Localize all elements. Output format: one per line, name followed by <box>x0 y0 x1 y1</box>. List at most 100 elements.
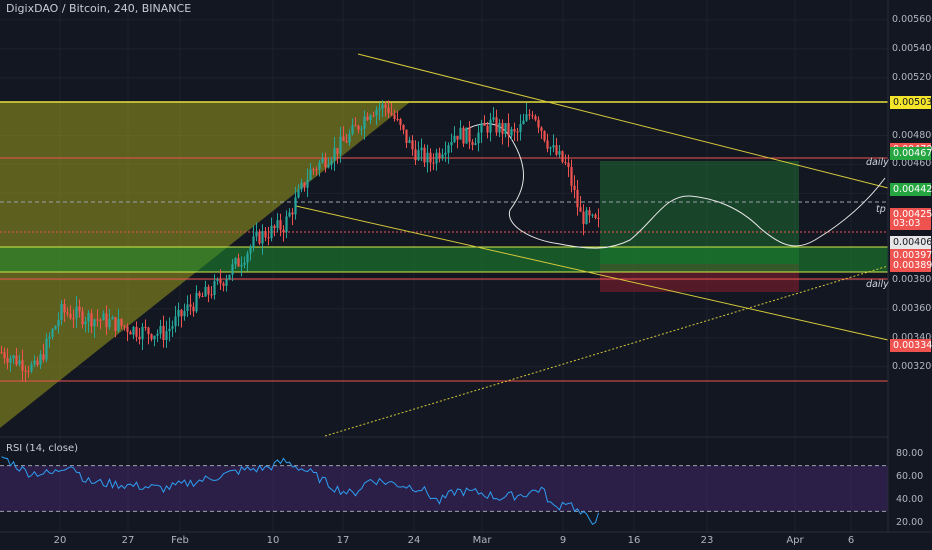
candle-body <box>462 127 465 144</box>
candle-body <box>210 294 213 296</box>
annotation-tp: tp <box>876 204 886 215</box>
candle-body <box>195 292 198 312</box>
candle-body <box>483 123 486 126</box>
candle-body <box>348 133 351 143</box>
candle-body <box>513 129 516 132</box>
candle-body <box>312 169 315 171</box>
candle-body <box>81 311 84 325</box>
candle-body <box>375 109 378 116</box>
candle-body <box>591 214 594 216</box>
candle-body <box>519 124 522 132</box>
candle-body <box>471 141 474 145</box>
candle-body <box>39 354 42 365</box>
candle-body <box>423 147 426 163</box>
candle-body <box>531 115 534 117</box>
candle-body <box>135 326 138 337</box>
candle-body <box>438 152 441 159</box>
candle-body <box>390 113 393 115</box>
candle-body <box>360 128 363 130</box>
symbol-title: DigixDAO / Bitcoin, 240, BINANCE <box>6 2 192 15</box>
candle-body <box>198 292 201 297</box>
candle-body <box>192 306 195 312</box>
candle-body <box>57 320 60 327</box>
time-tick-label: Mar <box>472 535 492 546</box>
candle-body <box>510 129 513 136</box>
time-tick-label: 10 <box>266 535 280 546</box>
candle-body <box>12 355 15 359</box>
candle-body <box>492 117 495 120</box>
candle-body <box>102 313 105 321</box>
support-band <box>0 247 888 272</box>
candle-body <box>561 151 564 163</box>
candle-body <box>399 119 402 126</box>
candle-body <box>363 116 366 129</box>
candle-body <box>516 131 519 133</box>
candle-body <box>222 283 225 286</box>
candle-body <box>585 210 588 224</box>
candle-body <box>303 182 306 188</box>
candle-body <box>87 313 90 322</box>
candle-body <box>486 125 489 133</box>
candle-body <box>138 336 141 340</box>
candle-body <box>309 169 312 180</box>
candle-body <box>453 135 456 142</box>
candle-body <box>498 123 501 133</box>
time-tick-label: 16 <box>627 535 641 546</box>
candle-body <box>315 169 318 171</box>
candle-body <box>156 333 159 336</box>
candle-body <box>435 152 438 164</box>
candle-body <box>570 167 573 186</box>
candle-body <box>84 321 87 325</box>
candle-body <box>372 115 375 117</box>
candle-body <box>270 225 273 239</box>
time-tick-label: Feb <box>171 535 189 546</box>
candle-body <box>153 335 156 340</box>
candle-body <box>573 185 576 190</box>
candle-body <box>318 162 321 170</box>
candle-body <box>474 143 477 145</box>
candle-body <box>441 154 444 159</box>
candle-body <box>240 264 243 267</box>
candle-body <box>369 115 372 121</box>
candle-body <box>594 214 597 218</box>
candle-body <box>582 211 585 224</box>
candle-body <box>249 247 252 254</box>
candle-body <box>552 145 555 148</box>
time-tick-label: 17 <box>336 535 350 546</box>
time-tick-label: 27 <box>121 535 135 546</box>
time-tick-label: 9 <box>559 535 567 546</box>
candle-body <box>408 140 411 143</box>
candle-body <box>477 132 480 144</box>
candle-body <box>45 338 48 360</box>
candle-body <box>597 217 600 219</box>
candle-body <box>378 108 381 110</box>
candle-body <box>420 147 423 151</box>
candle-body <box>495 117 498 133</box>
candle-body <box>60 303 63 321</box>
candle-body <box>30 364 33 372</box>
candle-body <box>51 329 54 338</box>
candle-body <box>396 118 399 120</box>
candle-body <box>444 152 447 155</box>
candle-body <box>147 327 150 335</box>
candle-body <box>255 231 258 237</box>
candle-body <box>555 145 558 155</box>
candle-body <box>162 326 165 340</box>
candle-body <box>273 225 276 229</box>
candle-body <box>333 148 336 161</box>
candle-body <box>414 149 417 161</box>
candle-body <box>357 126 360 130</box>
candle-body <box>183 311 186 317</box>
candle-body <box>306 179 309 188</box>
candle-body <box>426 152 429 163</box>
candle-body <box>69 313 72 319</box>
candle-body <box>339 136 342 155</box>
candle-body <box>204 286 207 297</box>
rsi-tick-label: 20.00 <box>896 516 924 528</box>
candle-body <box>33 360 36 365</box>
